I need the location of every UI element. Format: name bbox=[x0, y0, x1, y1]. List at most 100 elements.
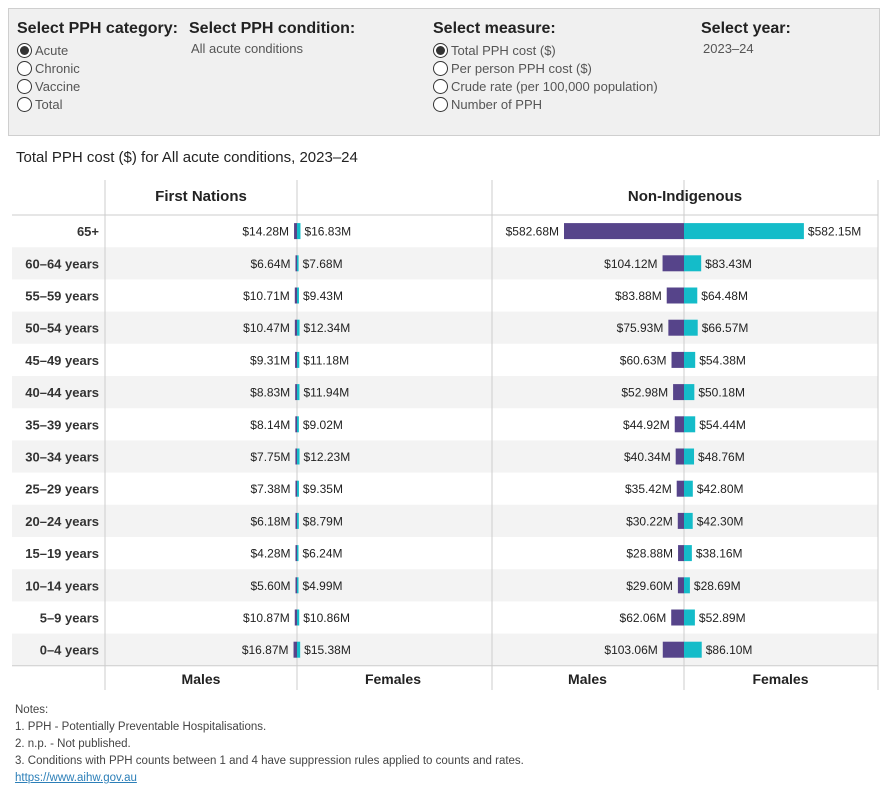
data-label-male: $103.06M bbox=[604, 643, 657, 657]
data-label-male: $10.87M bbox=[243, 611, 290, 625]
radio-button-icon[interactable] bbox=[433, 78, 448, 94]
bar-male bbox=[676, 480, 684, 497]
bar-female bbox=[297, 255, 299, 272]
bar-male bbox=[677, 577, 684, 594]
condition-filter: Select PPH condition: All acute conditio… bbox=[189, 20, 355, 56]
data-label-female: $10.86M bbox=[303, 611, 350, 625]
data-label-female: $42.30M bbox=[697, 514, 744, 528]
data-label-female: $28.69M bbox=[694, 579, 741, 593]
bar-female bbox=[297, 480, 299, 497]
category-option-label: Total bbox=[35, 96, 63, 112]
row-band bbox=[12, 247, 878, 280]
bar-male bbox=[293, 641, 297, 658]
bar-male bbox=[295, 545, 297, 562]
measure-option[interactable]: Total PPH cost ($) bbox=[433, 41, 658, 59]
bar-female bbox=[297, 577, 299, 594]
bar-female bbox=[297, 287, 299, 304]
bar-male bbox=[295, 512, 297, 529]
condition-filter-value[interactable]: All acute conditions bbox=[191, 41, 304, 56]
panel-title-non-indigenous: Non-Indigenous bbox=[627, 188, 743, 205]
data-label-female: $6.24M bbox=[303, 547, 343, 561]
data-label-female: $582.15M bbox=[808, 225, 861, 239]
bar-female bbox=[297, 223, 301, 240]
category-option[interactable]: Acute bbox=[17, 41, 178, 59]
measure-option[interactable]: Number of PPH bbox=[433, 95, 658, 113]
data-label-female: $9.43M bbox=[303, 289, 343, 303]
age-group-label: 25–29 years bbox=[25, 482, 99, 497]
data-label-male: $52.98M bbox=[621, 386, 668, 400]
measure-filter-title: Select measure: bbox=[433, 20, 556, 37]
filter-panel: Select PPH category: Acute Chronic Vaccine… bbox=[8, 8, 880, 136]
data-label-male: $75.93M bbox=[617, 321, 664, 335]
radio-button-icon[interactable] bbox=[17, 42, 32, 58]
bar-female bbox=[297, 448, 300, 465]
age-group-label: 20–24 years bbox=[25, 514, 99, 529]
bar-male bbox=[662, 255, 684, 272]
data-label-male: $9.31M bbox=[250, 353, 290, 367]
age-group-label: 60–64 years bbox=[25, 256, 99, 271]
category-option[interactable]: Total bbox=[17, 95, 178, 113]
bar-female bbox=[684, 609, 695, 626]
radio-button-icon[interactable] bbox=[17, 96, 32, 112]
measure-option[interactable]: Crude rate (per 100,000 population) bbox=[433, 77, 658, 95]
data-label-female: $7.68M bbox=[303, 257, 343, 271]
data-label-male: $83.88M bbox=[615, 289, 662, 303]
notes: Notes: 1. PPH - Potentially Preventable … bbox=[15, 702, 524, 787]
data-label-male: $6.18M bbox=[250, 514, 290, 528]
bar-male bbox=[295, 448, 297, 465]
note-3: 3. Conditions with PPH counts between 1 … bbox=[15, 755, 524, 767]
legend-label-males: Males bbox=[182, 671, 221, 687]
data-label-male: $582.68M bbox=[506, 225, 559, 239]
row-band bbox=[12, 633, 878, 666]
data-label-female: $50.18M bbox=[698, 386, 745, 400]
note-1: 1. PPH - Potentially Preventable Hospita… bbox=[15, 721, 267, 733]
bar-male bbox=[675, 448, 684, 465]
category-option-label: Chronic bbox=[35, 60, 80, 76]
measure-option[interactable]: Per person PPH cost ($) bbox=[433, 59, 658, 77]
bar-female bbox=[684, 384, 695, 401]
category-option[interactable]: Chronic bbox=[17, 59, 178, 77]
bar-female bbox=[684, 255, 702, 272]
age-group-label: 0–4 years bbox=[40, 643, 99, 658]
bar-male bbox=[564, 223, 684, 240]
legend-label-females: Females bbox=[752, 671, 808, 687]
bar-male bbox=[673, 384, 684, 401]
bar-male bbox=[662, 641, 684, 658]
data-label-female: $12.34M bbox=[304, 321, 351, 335]
year-filter-value[interactable]: 2023–24 bbox=[703, 41, 754, 56]
bar-female bbox=[297, 351, 300, 368]
age-group-label: 35–39 years bbox=[25, 417, 99, 432]
aihw-link[interactable]: https://www.aihw.gov.au bbox=[15, 772, 137, 784]
bar-male bbox=[671, 609, 684, 626]
bar-female bbox=[297, 512, 299, 529]
age-group-label: 45–49 years bbox=[25, 353, 99, 368]
bar-male bbox=[295, 577, 297, 594]
radio-button-icon[interactable] bbox=[433, 42, 448, 58]
data-label-female: $12.23M bbox=[304, 450, 351, 464]
bar-male bbox=[666, 287, 684, 304]
data-label-female: $54.38M bbox=[699, 353, 746, 367]
bar-male bbox=[294, 223, 297, 240]
radio-button-icon[interactable] bbox=[433, 96, 448, 112]
data-label-female: $16.83M bbox=[304, 225, 351, 239]
data-label-male: $4.28M bbox=[250, 547, 290, 561]
data-label-male: $35.42M bbox=[625, 482, 672, 496]
bar-male bbox=[674, 416, 684, 433]
bar-male bbox=[295, 255, 297, 272]
age-group-label: 15–19 years bbox=[25, 546, 99, 561]
row-band bbox=[12, 311, 878, 344]
radio-button-icon[interactable] bbox=[433, 60, 448, 76]
legend-label-males: Males bbox=[568, 671, 607, 687]
row-band bbox=[12, 504, 878, 537]
bar-female bbox=[684, 545, 692, 562]
radio-button-icon[interactable] bbox=[17, 78, 32, 94]
category-filter: Select PPH category: Acute Chronic Vaccine… bbox=[17, 20, 178, 113]
data-label-male: $40.34M bbox=[624, 450, 671, 464]
row-band bbox=[12, 569, 878, 602]
category-option[interactable]: Vaccine bbox=[17, 77, 178, 95]
data-label-female: $52.89M bbox=[699, 611, 746, 625]
radio-button-icon[interactable] bbox=[17, 60, 32, 76]
notes-heading: Notes: bbox=[15, 704, 49, 716]
data-label-female: $42.80M bbox=[697, 482, 744, 496]
data-label-female: $9.02M bbox=[303, 418, 343, 432]
